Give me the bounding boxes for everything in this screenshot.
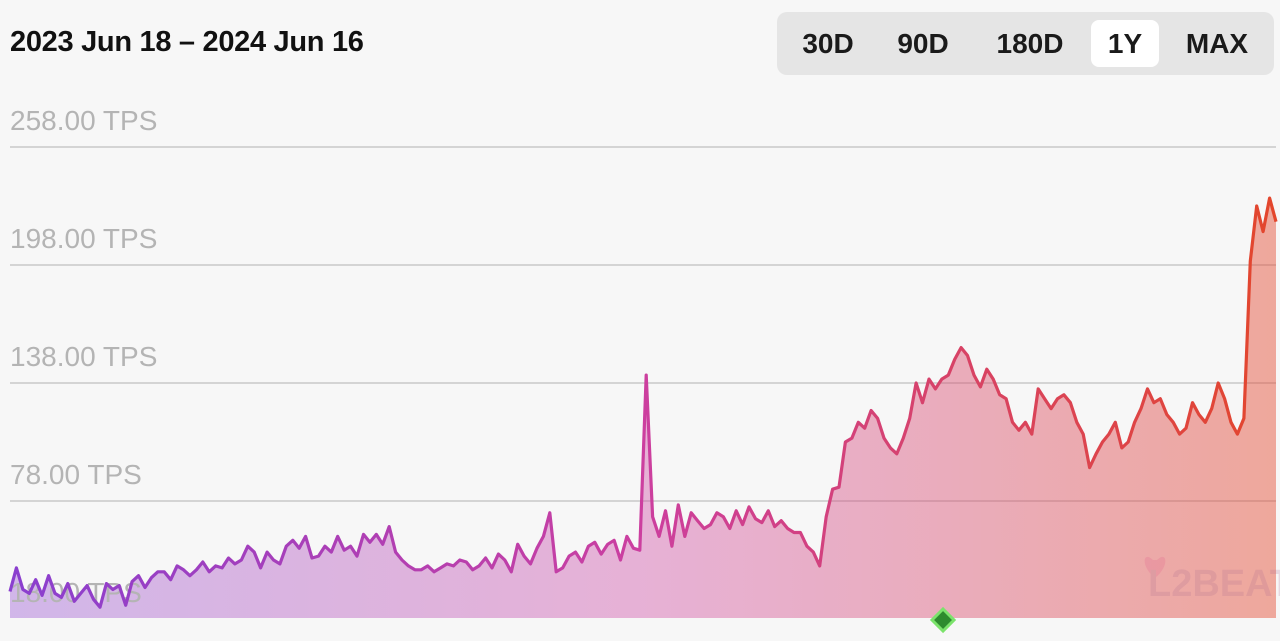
y-tick-label: 78.00 TPS — [10, 459, 142, 490]
timeline-marker[interactable] — [929, 606, 957, 634]
watermark-text: L2BEAT — [1148, 563, 1280, 605]
y-tick-label: 198.00 TPS — [10, 223, 157, 254]
l2beat-watermark: L2BEAT — [1144, 556, 1280, 605]
range-1y-button[interactable]: 1Y — [1091, 20, 1159, 67]
range-180d-button[interactable]: 180D — [996, 28, 1064, 59]
range-max-button[interactable]: MAX — [1185, 28, 1249, 59]
range-30d-button[interactable]: 30D — [802, 28, 854, 59]
chart-bottom-band — [0, 618, 1280, 641]
marker-diamond-icon[interactable] — [929, 606, 957, 634]
tps-area-fill — [10, 198, 1276, 619]
tps-series-line — [8, 196, 1278, 609]
y-tick-label: 258.00 TPS — [10, 105, 157, 136]
time-range-selector: 30D 90D 180D 1Y MAX — [777, 12, 1274, 75]
heart-icon — [1144, 556, 1166, 578]
y-tick-label: 138.00 TPS — [10, 341, 157, 372]
date-range-title: 2023 Jun 18 – 2024 Jun 16 — [10, 26, 364, 58]
range-90d-button[interactable]: 90D — [897, 28, 949, 59]
